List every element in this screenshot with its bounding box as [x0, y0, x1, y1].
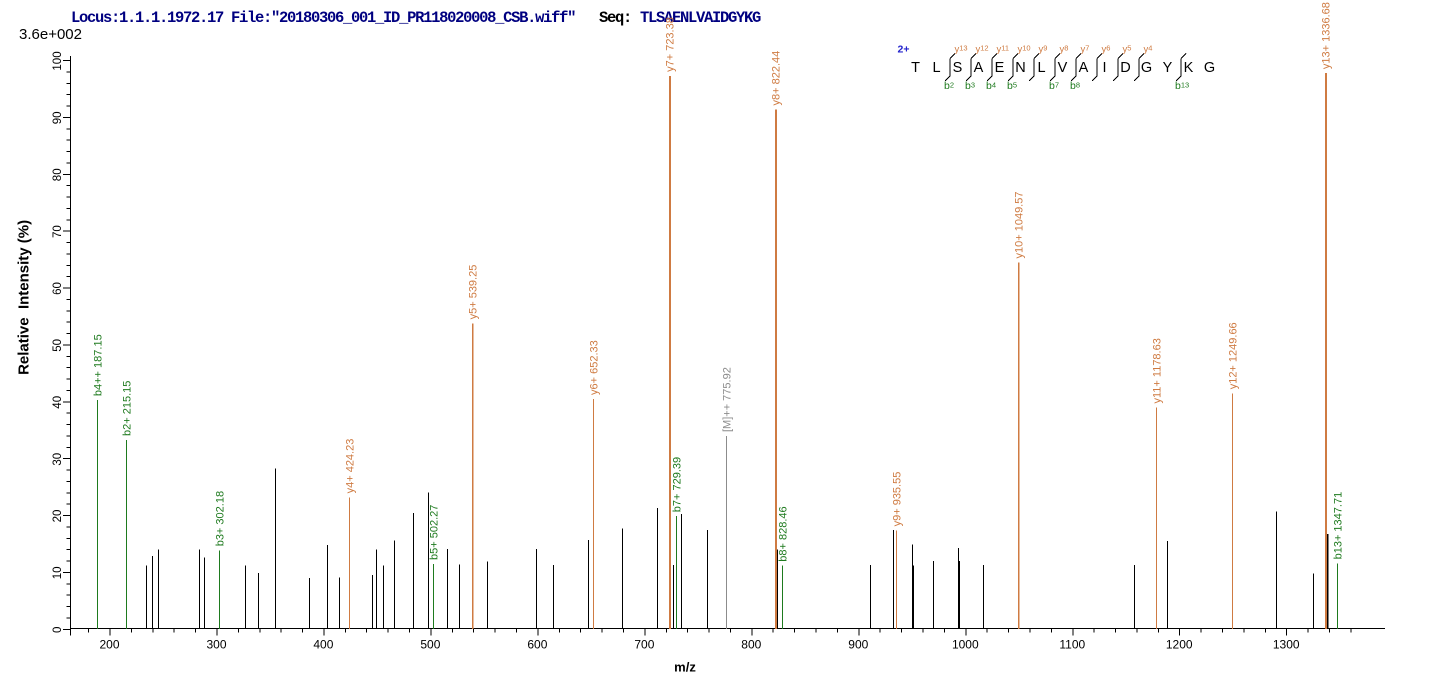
svg-text:b13+ 1347.71: b13+ 1347.71 — [1333, 492, 1345, 560]
svg-text:V: V — [1058, 60, 1068, 76]
svg-text:20: 20 — [52, 510, 64, 523]
svg-text:y8: y8 — [1060, 44, 1069, 56]
svg-text:800: 800 — [741, 638, 761, 652]
svg-text:100: 100 — [52, 51, 64, 70]
svg-text:y11+ 1178.63: y11+ 1178.63 — [1152, 338, 1164, 403]
svg-text:G: G — [1141, 60, 1152, 76]
svg-text:b2+ 215.15: b2+ 215.15 — [122, 381, 134, 436]
svg-text:y12+ 1249.66: y12+ 1249.66 — [1228, 322, 1240, 389]
svg-text:b7: b7 — [1049, 80, 1059, 92]
svg-text:E: E — [995, 60, 1005, 76]
svg-text:b2: b2 — [944, 80, 954, 92]
svg-text:y12: y12 — [976, 44, 989, 56]
svg-text:y5+ 539.25: y5+ 539.25 — [468, 265, 480, 320]
svg-text:0: 0 — [52, 627, 64, 633]
svg-text:10: 10 — [52, 567, 64, 580]
svg-text:Seq:: Seq: — [599, 9, 631, 27]
svg-text:Locus:1.1.1.1972.17 File:"2018: Locus:1.1.1.1972.17 File:"20180306_001_I… — [71, 9, 575, 27]
svg-text:[M]++ 775.92: [M]++ 775.92 — [722, 367, 734, 432]
svg-text:70: 70 — [52, 225, 64, 238]
svg-text:b4++ 187.15: b4++ 187.15 — [93, 334, 105, 396]
svg-text:b3: b3 — [965, 80, 975, 92]
svg-text:b4: b4 — [986, 80, 996, 92]
svg-text:G: G — [1204, 60, 1215, 76]
svg-text:Y: Y — [1163, 60, 1173, 76]
svg-text:300: 300 — [206, 638, 226, 652]
svg-text:K: K — [1184, 60, 1194, 76]
svg-text:y7: y7 — [1081, 44, 1090, 56]
svg-text:1100: 1100 — [1059, 638, 1085, 652]
svg-text:Relative Intensity (%): Relative Intensity (%) — [16, 220, 33, 375]
svg-text:y4+ 424.23: y4+ 424.23 — [345, 439, 357, 494]
svg-text:50: 50 — [52, 339, 64, 352]
svg-text:b5+ 502.27: b5+ 502.27 — [429, 505, 441, 560]
svg-text:S: S — [953, 60, 963, 76]
svg-text:2+: 2+ — [898, 44, 910, 56]
svg-text:1000: 1000 — [952, 638, 979, 652]
svg-text:y9+ 935.55: y9+ 935.55 — [892, 472, 904, 527]
svg-text:b3+ 302.18: b3+ 302.18 — [215, 491, 227, 546]
svg-text:400: 400 — [313, 638, 333, 652]
svg-text:y13+ 1336.68: y13+ 1336.68 — [1321, 2, 1333, 69]
svg-text:40: 40 — [52, 396, 64, 409]
svg-text:T: T — [911, 60, 920, 76]
svg-text:y6: y6 — [1102, 44, 1111, 56]
svg-text:y10+ 1049.57: y10+ 1049.57 — [1014, 192, 1026, 259]
svg-text:L: L — [1037, 60, 1045, 76]
svg-text:b8: b8 — [1070, 80, 1080, 92]
svg-text:y6+ 652.33: y6+ 652.33 — [589, 340, 601, 395]
svg-text:900: 900 — [848, 638, 868, 652]
svg-text:L: L — [932, 60, 940, 76]
svg-text:A: A — [974, 60, 984, 76]
svg-text:A: A — [1079, 60, 1089, 76]
svg-text:b7+ 729.39: b7+ 729.39 — [672, 457, 684, 512]
svg-text:600: 600 — [527, 638, 547, 652]
svg-text:1200: 1200 — [1166, 638, 1193, 652]
svg-text:y10: y10 — [1018, 44, 1031, 56]
svg-text:N: N — [1015, 60, 1025, 76]
svg-text:D: D — [1120, 60, 1130, 76]
svg-text:80: 80 — [52, 168, 64, 181]
svg-text:b5: b5 — [1007, 80, 1017, 92]
svg-text:700: 700 — [634, 638, 654, 652]
svg-text:3.6e+002: 3.6e+002 — [19, 26, 82, 43]
svg-text:200: 200 — [99, 638, 119, 652]
svg-text:y9: y9 — [1039, 44, 1048, 56]
svg-text:500: 500 — [420, 638, 440, 652]
svg-text:I: I — [1102, 60, 1106, 76]
svg-text:y5: y5 — [1123, 44, 1132, 56]
svg-text:b13: b13 — [1175, 80, 1189, 92]
svg-text:y13: y13 — [955, 44, 968, 56]
svg-text:y4: y4 — [1144, 44, 1153, 56]
svg-text:1300: 1300 — [1273, 638, 1300, 652]
svg-text:60: 60 — [52, 282, 64, 295]
svg-text:90: 90 — [52, 112, 64, 125]
svg-text:m/z: m/z — [674, 660, 696, 675]
svg-text:TLSAENLVAIDGYKG: TLSAENLVAIDGYKG — [640, 9, 761, 27]
svg-text:30: 30 — [52, 453, 64, 466]
svg-text:y8+ 822.44: y8+ 822.44 — [771, 51, 783, 106]
svg-text:y7+ 723.38: y7+ 723.38 — [665, 17, 677, 72]
svg-text:y11: y11 — [997, 44, 1010, 56]
svg-text:b8+ 828.46: b8+ 828.46 — [778, 506, 790, 561]
